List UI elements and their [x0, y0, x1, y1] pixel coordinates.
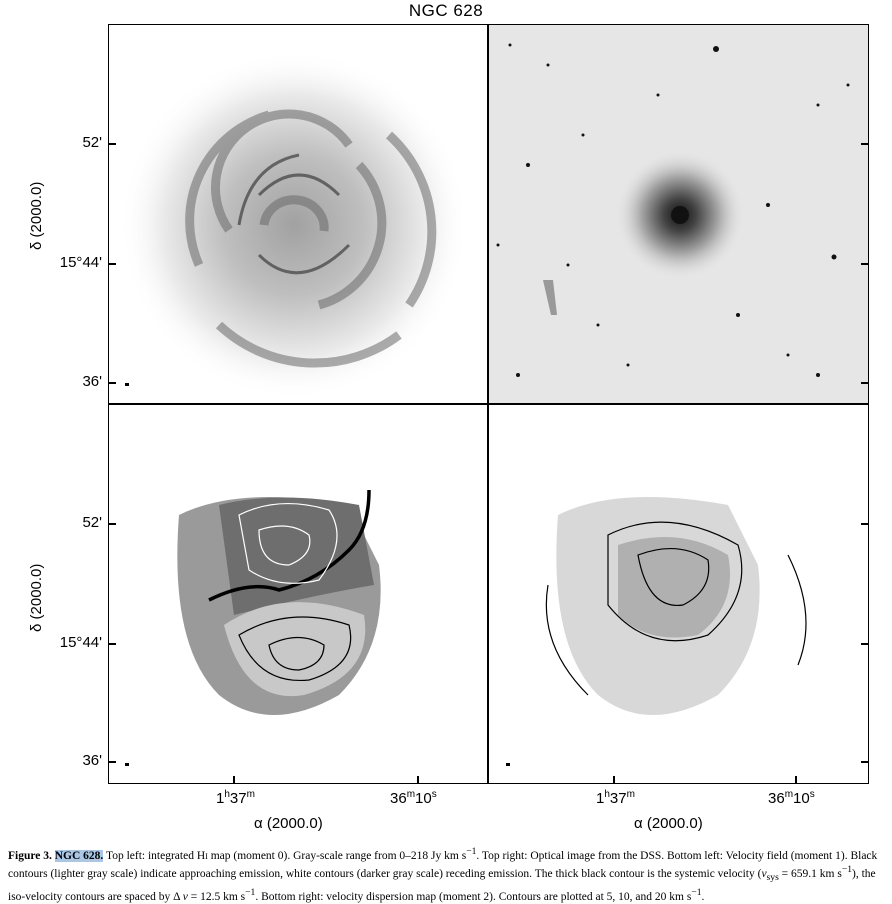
tick [861, 761, 869, 763]
figure-caption: Figure 3. NGC 628. Top left: integrated … [8, 845, 888, 904]
tick [861, 382, 869, 384]
caption-text: Top left: integrated H [103, 849, 206, 862]
beam-marker [125, 383, 129, 386]
x-axis-title-left: α (2000.0) [254, 815, 323, 832]
y-tick-bottom-44: 15°44' [59, 634, 102, 651]
caption-text: = 659.1 km s [778, 867, 842, 880]
x-axis-title-right: α (2000.0) [634, 815, 703, 832]
panel-velocity-field [109, 405, 487, 783]
caption-symbol: v [182, 890, 188, 903]
panel-optical-dss [488, 25, 868, 403]
caption-superscript: −1 [245, 886, 256, 898]
y-axis-title-bottom: δ (2000.0) [28, 563, 45, 632]
tick [108, 523, 116, 525]
beam-marker [125, 763, 129, 766]
x-tick-right-36m10s: 36m10s [768, 789, 815, 807]
caption-label: Figure 3. [8, 849, 52, 862]
optical-image [496, 43, 850, 377]
caption-text: = 12.5 km s [187, 890, 246, 903]
caption-subscript: sys [766, 872, 779, 884]
caption-superscript: −1 [691, 886, 702, 898]
tick [861, 143, 869, 145]
tick [108, 643, 116, 645]
caption-text: . [701, 890, 705, 903]
panel-hi-moment0 [109, 25, 487, 403]
caption-text: i [205, 849, 208, 862]
y-axis-title-top: δ (2000.0) [28, 181, 45, 250]
velocity-dispersion-image [506, 497, 807, 766]
caption-text: . Bottom right: velocity dispersion map … [255, 890, 692, 903]
tick [108, 382, 116, 384]
caption-galaxy-name: NGC 628. [54, 849, 104, 862]
figure-title: NGC 628 [408, 1, 484, 20]
tick [108, 263, 116, 265]
panel-divider-horizontal [108, 403, 869, 405]
tick [861, 523, 869, 525]
y-tick-bottom-36: 36' [82, 752, 102, 769]
caption-superscript: −1 [466, 846, 477, 857]
panel-velocity-dispersion [488, 405, 868, 783]
caption-symbol: v [761, 867, 767, 880]
hi-map-image [119, 50, 469, 400]
tick [861, 263, 869, 265]
caption-text: map (moment 0). Gray-scale range from 0–… [207, 849, 467, 862]
tick [233, 776, 235, 784]
x-tick-left-36m10s: 36m10s [390, 789, 437, 807]
x-tick-left-1h37m: 1h37m [216, 789, 255, 807]
y-tick-top-52: 52' [82, 134, 102, 151]
caption-superscript: −1 [841, 864, 853, 876]
beam-marker [506, 763, 510, 766]
tick [613, 776, 615, 784]
caption-text: . Top right: Optical image from the DSS.… [8, 849, 878, 880]
velocity-field-image [125, 489, 381, 766]
tick [795, 776, 797, 784]
tick [108, 143, 116, 145]
y-tick-top-44: 15°44' [59, 254, 102, 271]
y-tick-bottom-52: 52' [82, 514, 102, 531]
tick [108, 761, 116, 763]
tick [417, 776, 419, 784]
y-tick-top-36: 36' [82, 373, 102, 390]
x-tick-right-1h37m: 1h37m [596, 789, 635, 807]
caption-text: ), the iso-velocity contours are spaced … [8, 867, 876, 903]
tick [861, 643, 869, 645]
